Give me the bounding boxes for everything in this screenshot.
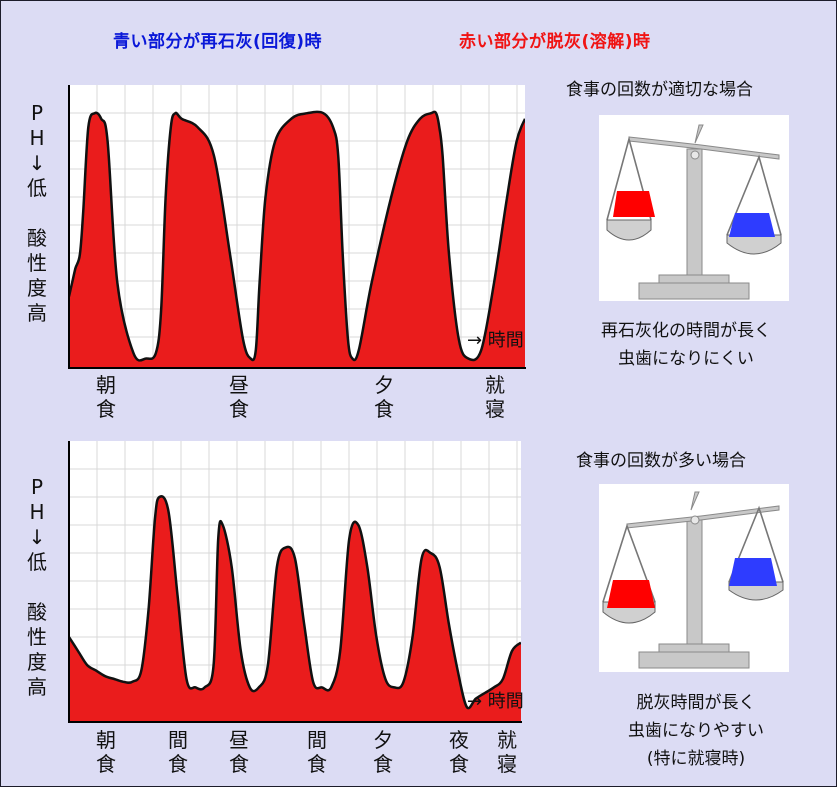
side-title-top: 食事の回数が適切な場合 [566, 80, 753, 100]
ph-curve-top [69, 85, 525, 367]
tick-label-snack2-bottom: 間 食 [307, 728, 327, 776]
x-axis-bottom [68, 721, 522, 723]
y-axis-label-top: P H ↓ 低 酸 性 度 高 [27, 101, 47, 325]
tick-label-lunch-bottom: 昼 食 [229, 728, 249, 776]
caption-bottom: 脱灰時間が長く 虫歯になりやすい (特に就寝時) [628, 693, 764, 769]
balance-scale-bottom [599, 484, 789, 672]
ph-fill-top [69, 111, 525, 367]
ph-line-top [69, 110, 525, 362]
ph-curve-bottom [69, 441, 521, 721]
ph-line-bottom [69, 495, 521, 710]
balance-scale-icon [602, 491, 784, 669]
ph-chart-top [69, 85, 525, 367]
tick-label-breakfast-top: 朝 食 [96, 373, 116, 421]
tick-label-snack1-bottom: 間 食 [168, 728, 188, 776]
tick-label-breakfast-bottom: 朝 食 [96, 728, 116, 776]
tick-label-bedtime-bottom: 就 寝 [497, 728, 517, 776]
tick-label-dinner-bottom: 夕 食 [373, 728, 393, 776]
ph-chart-bottom [69, 441, 521, 721]
tick-label-dinner-top: 夕 食 [374, 373, 394, 421]
time-label-bottom: → 時間 [467, 691, 524, 712]
tick-label-lunch-top: 昼 食 [229, 373, 249, 421]
time-label-top: → 時間 [467, 330, 524, 351]
y-axis-top [68, 85, 70, 368]
tick-label-latesnack-bottom: 夜 食 [449, 728, 469, 776]
y-axis-bottom [68, 441, 70, 723]
caption-top: 再石灰化の時間が長く 虫歯になりにくい [601, 321, 771, 369]
x-axis-top [68, 367, 526, 369]
tick-label-bedtime-top: 就 寝 [485, 373, 505, 421]
legend-red: 赤い部分が脱灰(溶解)時 [459, 32, 651, 52]
legend-blue: 青い部分が再石灰(回復)時 [113, 32, 323, 52]
balance-scale-top [599, 115, 789, 301]
balance-scale-icon [606, 124, 782, 300]
side-title-bottom: 食事の回数が多い場合 [576, 451, 746, 471]
y-axis-label-bottom: P H ↓ 低 酸 性 度 高 [27, 475, 47, 699]
